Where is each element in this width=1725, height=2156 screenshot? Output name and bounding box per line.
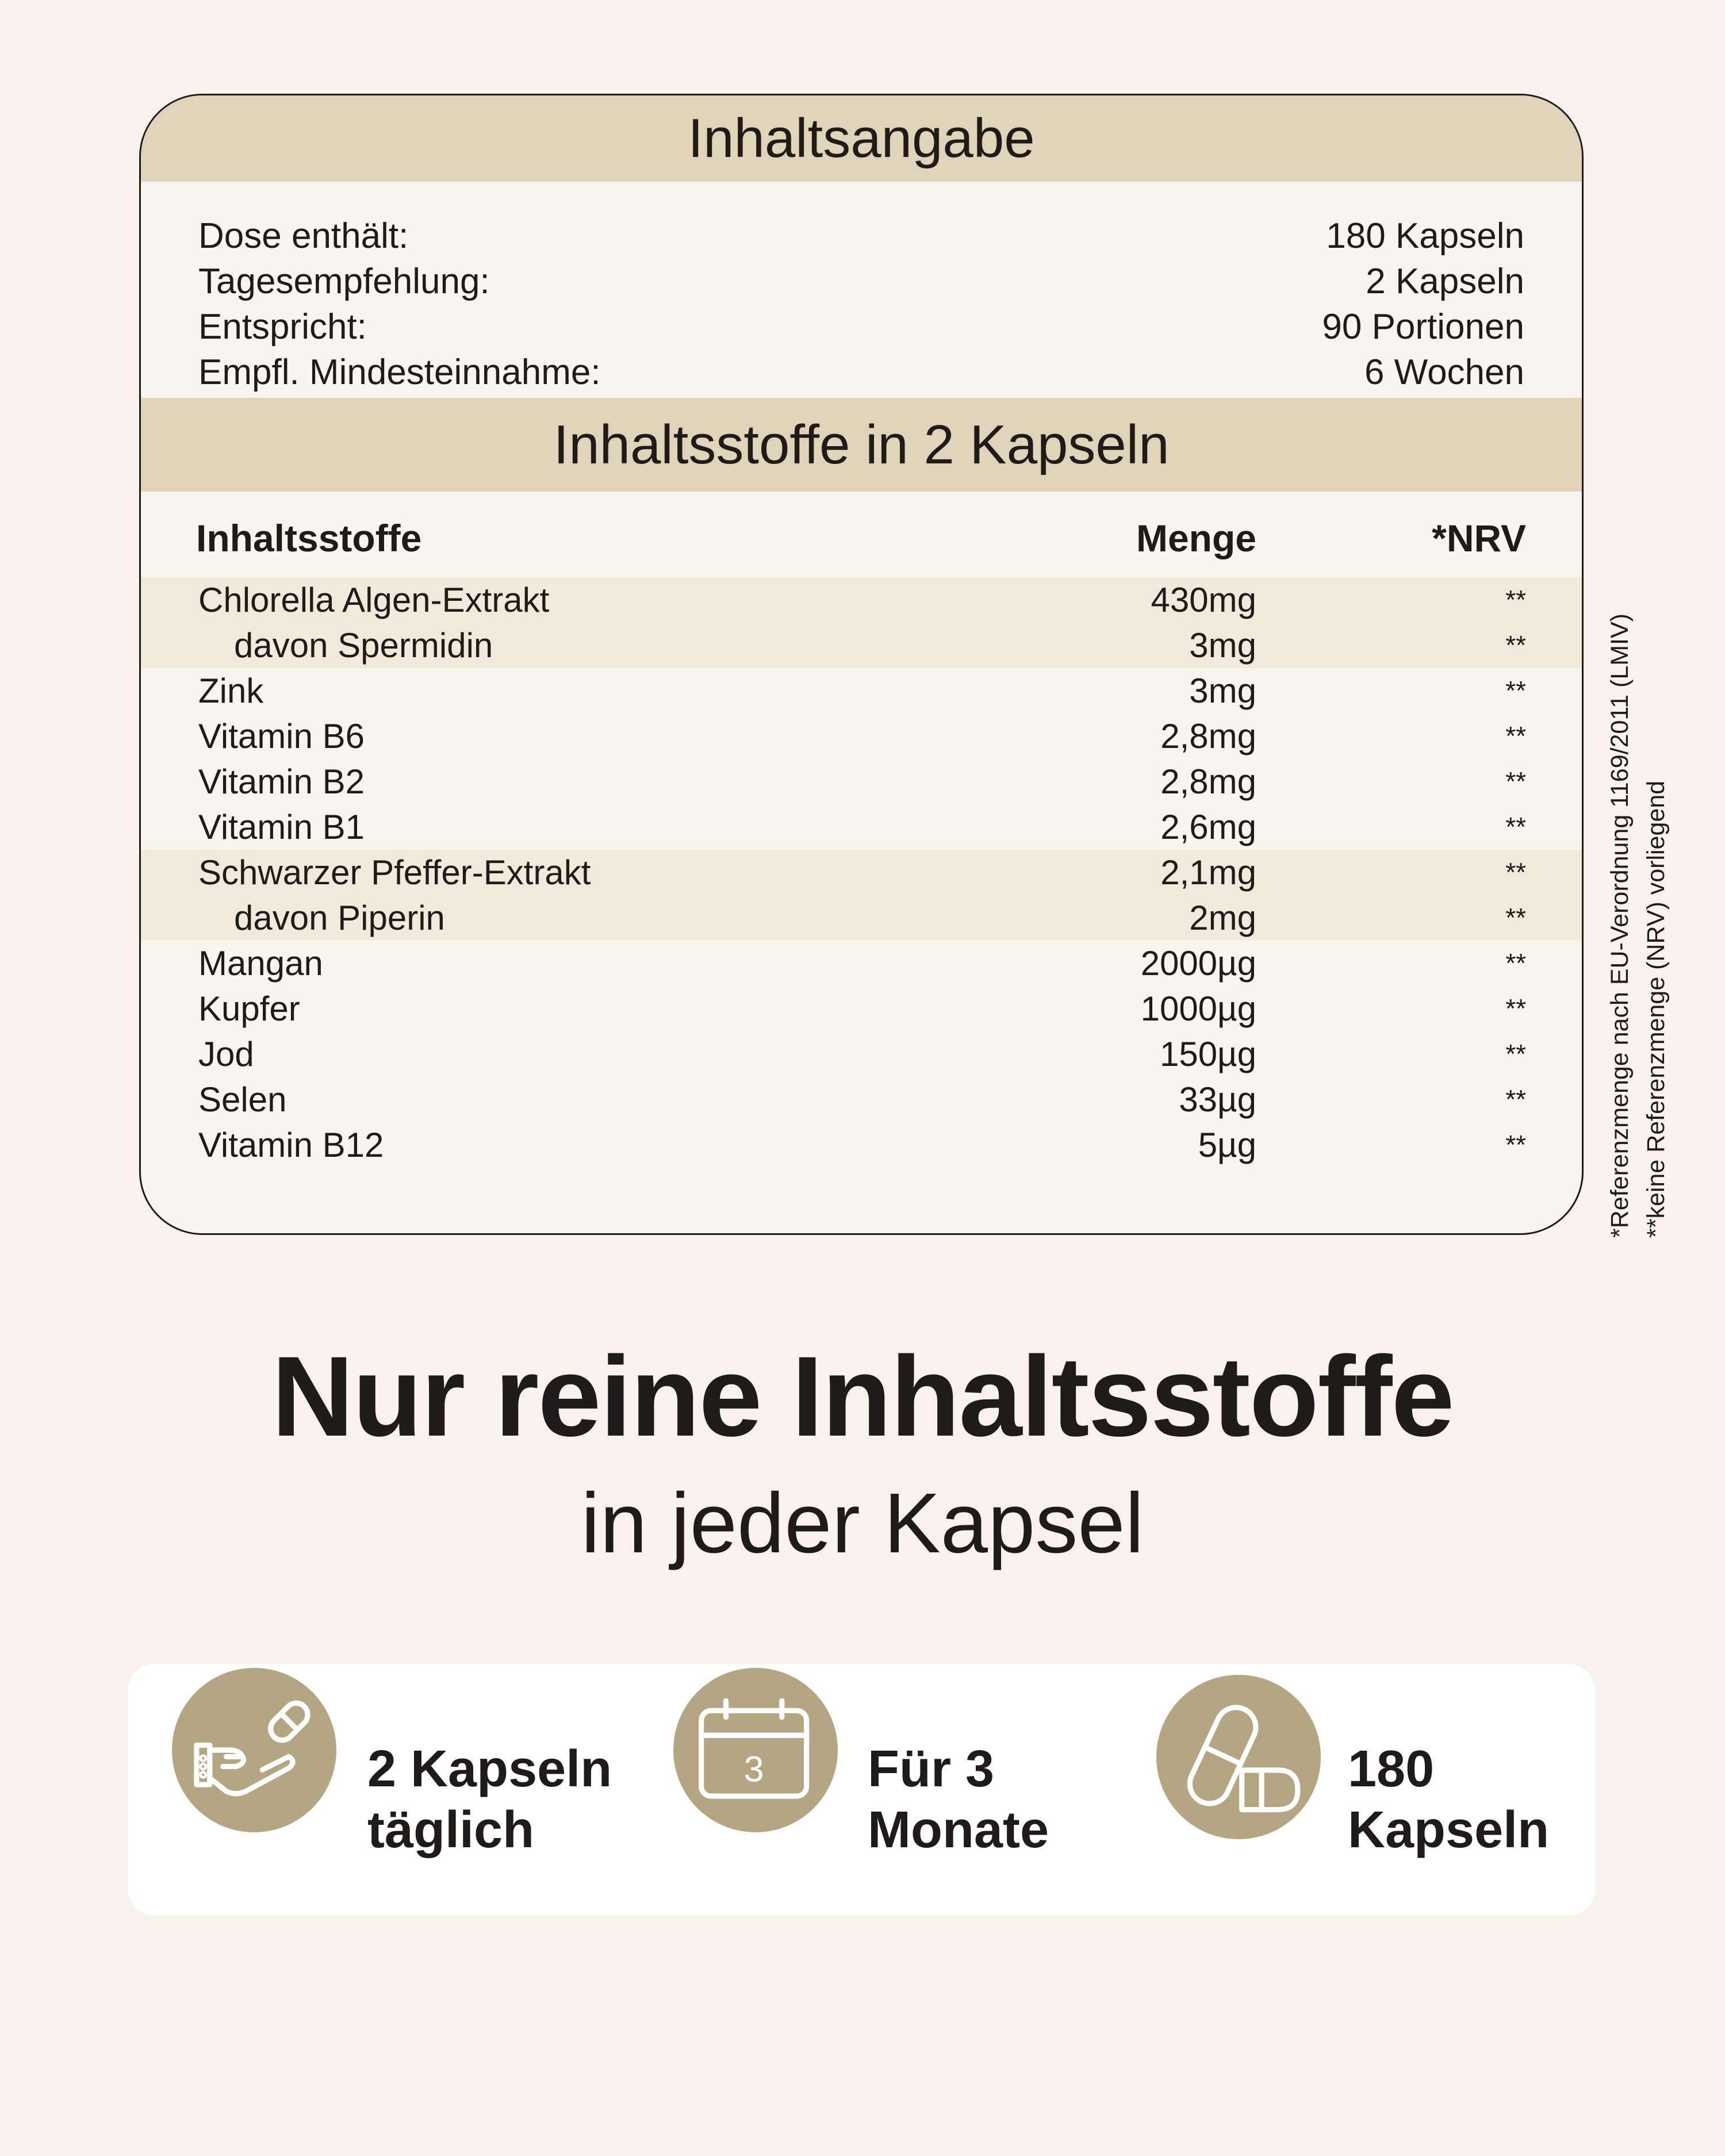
ingredient-amount: 1000µg [1140, 989, 1256, 1028]
summary-value: 90 Portionen [1322, 307, 1524, 347]
ingredient-row: Chlorella Algen-Extrakt 430mg ** [141, 577, 1582, 623]
ingredient-row: Vitamin B12 5µg ** [141, 1122, 1582, 1168]
summary-label: Empfl. Mindesteinnahme: [198, 352, 601, 392]
summary-label: Entspricht: [198, 307, 367, 347]
ingredient-amount: 430mg [1151, 581, 1256, 619]
nutrition-card: Inhaltsangabe Dose enthält: 180 Kapseln T… [139, 94, 1584, 1235]
ingredient-name: davon Spermidin [234, 626, 493, 665]
ingredient-nrv: ** [1505, 948, 1526, 978]
ingredient-row: Jod 150µg ** [141, 1031, 1582, 1077]
summary-row: Entspricht: 90 Portionen [198, 304, 1524, 350]
ingredient-row: Selen 33µg ** [141, 1077, 1582, 1122]
ingredients-title: Inhaltsstoffe in 2 Kapseln [141, 398, 1582, 492]
ingredient-row: Zink 3mg ** [141, 668, 1582, 713]
ingredient-name: Vitamin B12 [198, 1126, 384, 1164]
ingredient-nrv: ** [1505, 721, 1526, 751]
summary-value: 180 Kapseln [1326, 216, 1524, 256]
summary-row: Tagesempfehlung: 2 Kapseln [198, 259, 1524, 304]
summary-title: Inhaltsangabe [141, 95, 1582, 182]
ingredient-amount: 3mg [1189, 672, 1256, 710]
ingredient-name: Vitamin B1 [198, 808, 365, 846]
column-header-nrv: *NRV [1432, 517, 1526, 559]
summary-row: Empfl. Mindesteinnahme: 6 Wochen [198, 350, 1524, 395]
ingredient-row: Vitamin B6 2,8mg ** [141, 713, 1582, 759]
capsules-icon [1156, 1675, 1321, 1839]
column-header-name: Inhaltsstoffe [196, 517, 422, 559]
ingredient-name: Zink [198, 672, 264, 710]
summary-label: Dose enthält: [198, 216, 409, 256]
headline-title: Nur reine Inhaltsstoffe [271, 1333, 1454, 1460]
ingredient-nrv: ** [1505, 630, 1526, 660]
ingredient-name: Chlorella Algen-Extrakt [198, 581, 550, 619]
ingredient-nrv: ** [1505, 676, 1526, 705]
footnote-no-nrv: **keine Referenzmenge (NRV) vorliegend [1642, 780, 1670, 1238]
ingredient-row: Schwarzer Pfeffer-Extrakt 2,1mg ** [141, 850, 1582, 895]
ingredient-nrv: ** [1505, 1084, 1526, 1114]
ingredient-nrv: ** [1505, 766, 1526, 796]
ingredient-amount: 2,1mg [1160, 853, 1256, 892]
ingredient-amount: 5µg [1198, 1126, 1256, 1164]
ingredient-amount: 150µg [1159, 1035, 1256, 1073]
ingredient-name: Selen [198, 1080, 287, 1119]
ingredient-name: davon Piperin [234, 899, 445, 937]
ingredient-nrv: ** [1505, 857, 1526, 887]
hand-capsule-icon [172, 1668, 336, 1832]
ingredient-name: Vitamin B2 [198, 762, 365, 801]
ingredient-name: Vitamin B6 [198, 717, 365, 755]
ingredient-amount: 2000µg [1140, 944, 1256, 983]
ingredient-nrv: ** [1505, 585, 1526, 615]
headline-subtitle: in jeder Kapsel [581, 1476, 1144, 1571]
feature-duration: Für 3 Monate [868, 1740, 1049, 1859]
svg-text:3: 3 [744, 1749, 764, 1789]
column-header-amount: Menge [1136, 517, 1256, 559]
ingredient-row: Kupfer 1000µg ** [141, 986, 1582, 1031]
summary-value: 2 Kapseln [1366, 262, 1524, 301]
ingredient-name: Jod [198, 1035, 254, 1073]
ingredient-row: Mangan 2000µg ** [141, 941, 1582, 986]
ingredient-amount: 3mg [1189, 626, 1256, 665]
ingredient-nrv: ** [1505, 812, 1526, 842]
summary-label: Tagesempfehlung: [198, 262, 490, 301]
ingredient-amount: 2,8mg [1160, 717, 1256, 755]
features-box: 2 Kapseln täglich 3 Für 3 Monate 180 Kapsel… [128, 1664, 1596, 1916]
footnote-nrv: *Referenzmenge nach EU-Verordnung 1169/2… [1606, 613, 1634, 1238]
ingredient-row: davon Spermidin 3mg ** [141, 623, 1582, 668]
ingredient-amount: 33µg [1179, 1080, 1256, 1119]
ingredient-amount: 2,8mg [1160, 762, 1256, 801]
ingredient-name: Schwarzer Pfeffer-Extrakt [198, 853, 591, 892]
ingredient-amount: 2,6mg [1160, 808, 1256, 846]
feature-count: 180 Kapseln [1348, 1740, 1550, 1859]
calendar-icon: 3 [673, 1668, 838, 1832]
ingredient-nrv: ** [1505, 993, 1526, 1023]
ingredient-nrv: ** [1505, 1039, 1526, 1069]
ingredient-row: davon Piperin 2mg ** [141, 895, 1582, 941]
ingredient-nrv: ** [1505, 1130, 1526, 1160]
ingredient-nrv: ** [1505, 903, 1526, 933]
ingredient-row: Vitamin B2 2,8mg ** [141, 759, 1582, 804]
ingredient-name: Kupfer [198, 989, 300, 1028]
ingredient-name: Mangan [198, 944, 323, 983]
summary-row: Dose enthält: 180 Kapseln [198, 213, 1524, 259]
ingredient-amount: 2mg [1189, 899, 1256, 937]
feature-daily: 2 Kapseln täglich [367, 1740, 612, 1859]
ingredient-row: Vitamin B1 2,6mg ** [141, 804, 1582, 850]
summary-value: 6 Wochen [1364, 352, 1524, 392]
